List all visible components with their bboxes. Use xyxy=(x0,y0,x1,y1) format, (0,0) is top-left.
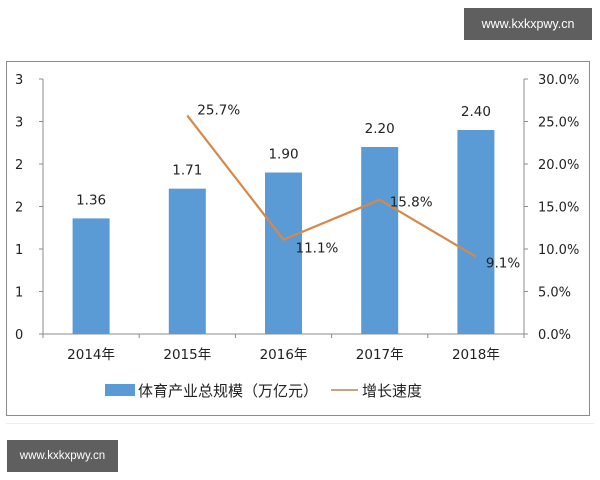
x-tick-label: 2017年 xyxy=(356,347,404,363)
bar-value-label: 1.36 xyxy=(76,192,106,208)
left-tick-label: 3 xyxy=(15,116,23,131)
x-tick-label: 2018年 xyxy=(452,347,500,363)
line-series xyxy=(186,114,477,258)
right-tick-label: 0.0% xyxy=(538,328,571,343)
right-tick-label: 25.0% xyxy=(538,116,579,131)
growth-line xyxy=(186,114,477,258)
bar-value-label: 2.20 xyxy=(365,121,395,137)
legend-bar-swatch xyxy=(105,384,135,396)
right-tick-label: 5.0% xyxy=(538,286,571,301)
divider xyxy=(6,423,594,424)
bar-value-label: 2.40 xyxy=(461,104,491,120)
left-tick-label: 2 xyxy=(15,158,23,173)
bar-value-label: 1.90 xyxy=(268,147,298,163)
bar xyxy=(168,188,206,334)
left-axis: 0 1 1 2 2 3 3 xyxy=(15,73,44,343)
legend: 体育产业总规模（万亿元） 增长速度 xyxy=(105,382,422,400)
left-tick-label: 0 xyxy=(15,328,23,343)
right-tick-label: 30.0% xyxy=(538,73,579,88)
x-tick-label: 2016年 xyxy=(260,347,308,363)
x-tick-label: 2015年 xyxy=(163,347,211,363)
left-tick-label: 2 xyxy=(15,201,23,216)
left-tick-label: 3 xyxy=(15,73,23,88)
bar xyxy=(72,218,110,334)
right-axis: 0.0% 5.0% 10.0% 15.0% 20.0% 25.0% 30.0% xyxy=(523,73,579,343)
watermark-top: www.kxkxpwy.cn xyxy=(464,8,592,40)
bar xyxy=(457,130,495,334)
chart-frame xyxy=(6,61,590,416)
data-labels: 1.36 1.71 1.90 2.20 2.40 25.7% 11.1% 15.8% 9.1% xyxy=(76,103,520,272)
legend-line-label: 增长速度 xyxy=(362,382,422,400)
bar-value-label: 1.71 xyxy=(172,163,202,179)
bar xyxy=(265,172,302,334)
right-tick-label: 10.0% xyxy=(538,243,579,258)
bar xyxy=(361,147,399,334)
line-value-label: 15.8% xyxy=(390,195,433,211)
left-tick-label: 1 xyxy=(15,243,23,258)
line-value-label: 9.1% xyxy=(486,256,520,272)
left-tick-label: 1 xyxy=(15,286,23,301)
bar-series xyxy=(72,130,495,334)
right-tick-label: 15.0% xyxy=(538,201,579,216)
watermark-bottom: www.kxkxpwy.cn xyxy=(7,440,118,472)
x-axis: 2014年 2015年 2016年 2017年 2018年 xyxy=(42,333,525,363)
line-value-label: 11.1% xyxy=(296,241,339,257)
legend-bar-label: 体育产业总规模（万亿元） xyxy=(138,382,318,400)
line-value-label: 25.7% xyxy=(197,103,240,119)
right-tick-label: 20.0% xyxy=(538,158,579,173)
x-tick-label: 2014年 xyxy=(67,347,115,363)
